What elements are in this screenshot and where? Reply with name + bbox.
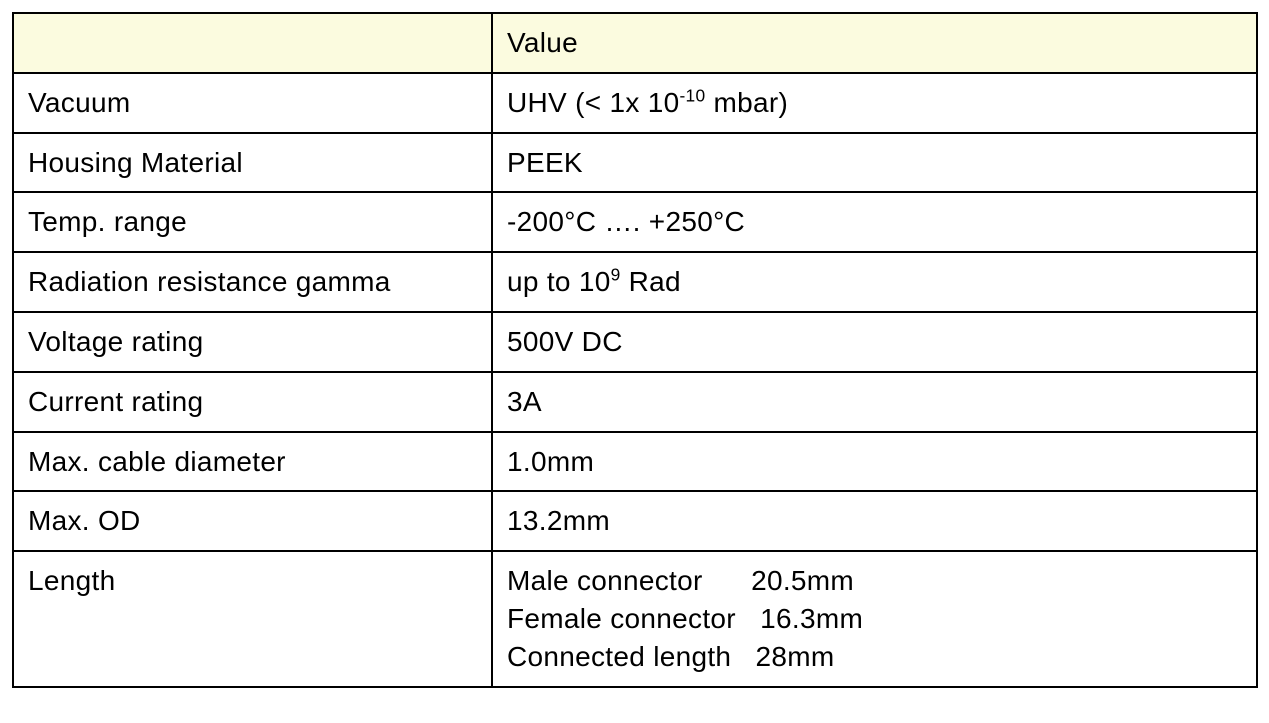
row-label: Housing Material xyxy=(13,133,492,193)
row-label: Current rating xyxy=(13,372,492,432)
header-label-cell xyxy=(13,13,492,73)
row-value: PEEK xyxy=(492,133,1257,193)
row-value: 13.2mm xyxy=(492,491,1257,551)
table-row: Max. OD13.2mm xyxy=(13,491,1257,551)
table-row: Radiation resistance gammaup to 109 Rad xyxy=(13,252,1257,312)
row-label: Voltage rating xyxy=(13,312,492,372)
row-value: 3A xyxy=(492,372,1257,432)
row-label: Max. cable diameter xyxy=(13,432,492,492)
row-label: Vacuum xyxy=(13,73,492,133)
row-value: 1.0mm xyxy=(492,432,1257,492)
row-value: UHV (< 1x 10-10 mbar) xyxy=(492,73,1257,133)
table-row: Max. cable diameter1.0mm xyxy=(13,432,1257,492)
row-value: -200°C …. +250°C xyxy=(492,192,1257,252)
row-label: Temp. range xyxy=(13,192,492,252)
row-label: Max. OD xyxy=(13,491,492,551)
row-label: Length xyxy=(13,551,492,686)
header-value-cell: Value xyxy=(492,13,1257,73)
row-value: up to 109 Rad xyxy=(492,252,1257,312)
row-value: 500V DC xyxy=(492,312,1257,372)
table-row: LengthMale connector 20.5mm Female conne… xyxy=(13,551,1257,686)
table-row: Voltage rating500V DC xyxy=(13,312,1257,372)
spec-table: Value VacuumUHV (< 1x 10-10 mbar)Housing… xyxy=(12,12,1258,688)
table-header-row: Value xyxy=(13,13,1257,73)
table-row: Temp. range-200°C …. +250°C xyxy=(13,192,1257,252)
row-value: Male connector 20.5mm Female connector 1… xyxy=(492,551,1257,686)
spec-table-body: VacuumUHV (< 1x 10-10 mbar)Housing Mater… xyxy=(13,73,1257,687)
row-label: Radiation resistance gamma xyxy=(13,252,492,312)
table-row: Housing MaterialPEEK xyxy=(13,133,1257,193)
table-row: Current rating3A xyxy=(13,372,1257,432)
table-row: VacuumUHV (< 1x 10-10 mbar) xyxy=(13,73,1257,133)
